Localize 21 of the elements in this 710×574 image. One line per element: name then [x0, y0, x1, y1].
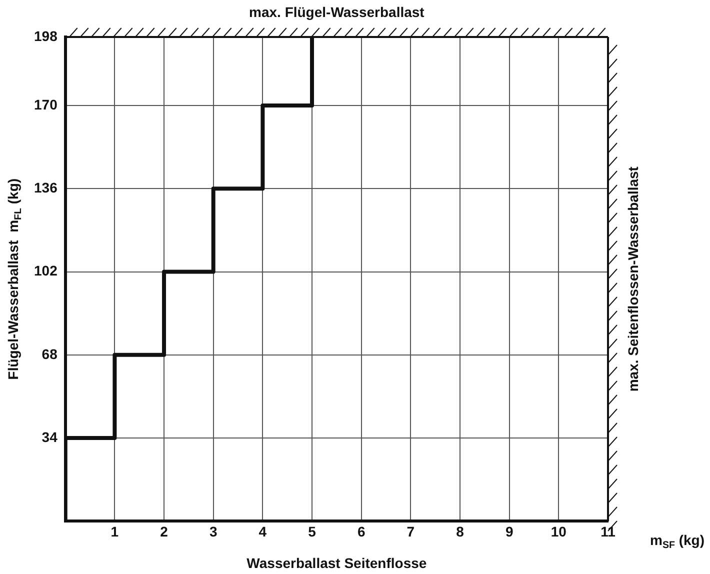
x-tick-label: 2 [160, 523, 168, 540]
x-tick-label: 4 [258, 523, 267, 540]
y-tick-label: 170 [34, 96, 58, 112]
y-tick-label: 102 [34, 262, 58, 279]
x-tick-label: 11 [600, 523, 616, 540]
x-tick-label: 9 [505, 523, 514, 540]
y-tick-label: 34 [42, 428, 58, 445]
y-axis-title: Flügel-Wasserballast mFL (kg) [4, 178, 24, 380]
x-axis-title: Wasserballast Seitenflosse [246, 555, 427, 572]
ref-line-label: max. Flügel-Wasserballast [249, 4, 425, 20]
ref-line-label: max. Seitenflossen-Wasserballast [624, 166, 641, 392]
x-tick-label: 10 [550, 523, 567, 540]
x-tick-label: 3 [209, 523, 218, 540]
x-tick-label: 1 [110, 523, 119, 540]
y-tick-label: 198 [34, 28, 58, 44]
y-tick-label: 136 [34, 179, 58, 196]
x-tick-label: 8 [456, 523, 464, 540]
y-tick-label: 68 [42, 346, 58, 362]
x-tick-label: 5 [308, 523, 316, 540]
x-tick-label: 6 [357, 523, 366, 540]
x-tick-label: 7 [406, 523, 415, 540]
